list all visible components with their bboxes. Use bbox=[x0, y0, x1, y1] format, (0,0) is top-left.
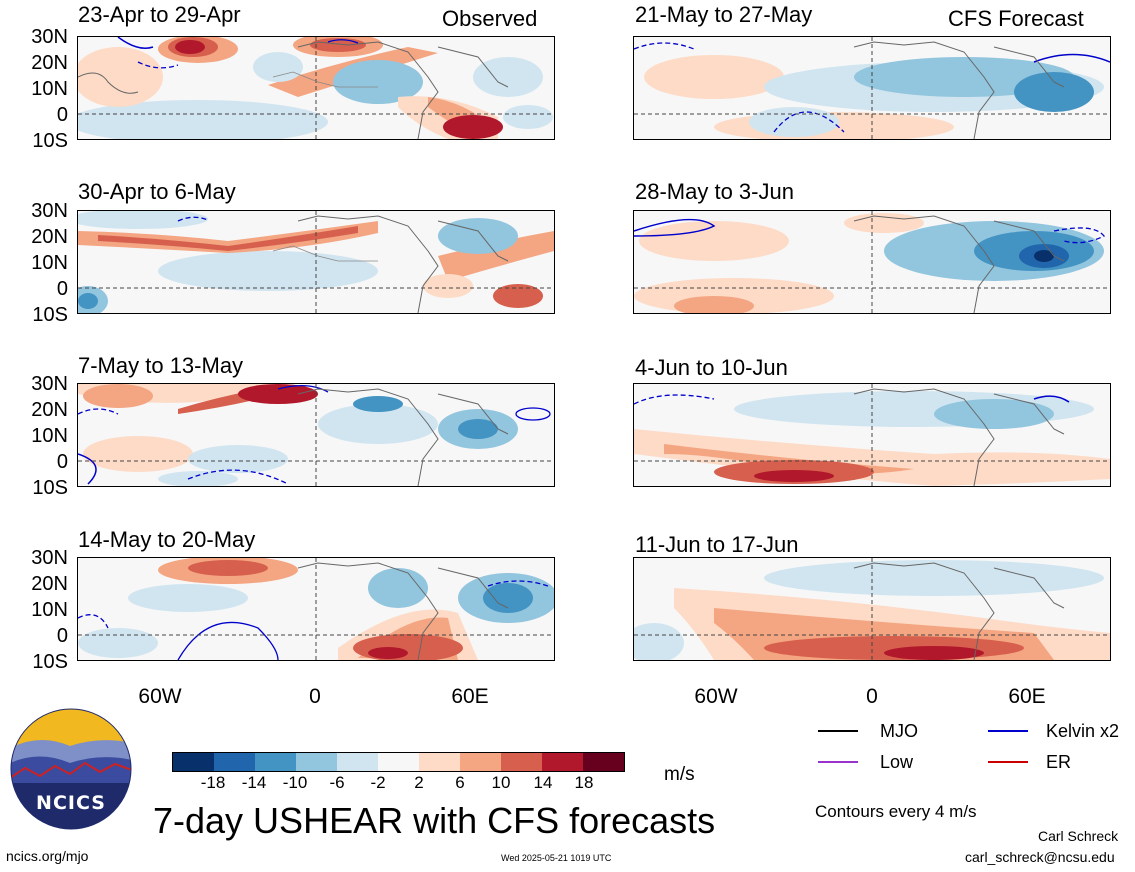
lat-label-10n: 10N bbox=[31, 425, 68, 447]
map-panel-observed-1 bbox=[77, 36, 555, 140]
lon-label-0: 0 bbox=[309, 685, 321, 708]
colorbar-label: -14 bbox=[241, 773, 267, 792]
colorbar-bin bbox=[214, 753, 255, 771]
lon-label-60w: 60W bbox=[694, 685, 738, 708]
lat-label-10s: 10S bbox=[32, 651, 68, 673]
shear-field-map bbox=[78, 384, 554, 486]
author-email: carl_schreck@ncsu.edu bbox=[965, 849, 1115, 865]
legend-label-kelvin: Kelvin x2 bbox=[1046, 721, 1120, 741]
legend-line-kelvin bbox=[988, 730, 1028, 732]
lat-label-eq: 0 bbox=[56, 278, 68, 300]
ncics-logo: NCICS bbox=[10, 708, 132, 830]
map-panel-forecast-2 bbox=[633, 210, 1111, 314]
panel-title-5: 21-May to 27-May bbox=[635, 2, 813, 27]
panel-title-3: 7-May to 13-May bbox=[78, 353, 244, 378]
colorbar-bin bbox=[501, 753, 542, 771]
colorbar-bin bbox=[378, 753, 419, 771]
colorbar-label: 14 bbox=[533, 773, 553, 792]
colorbar-label: -6 bbox=[329, 773, 345, 792]
colorbar-bin bbox=[542, 753, 583, 771]
shear-field-map bbox=[634, 37, 1110, 139]
lat-label-10s: 10S bbox=[32, 304, 68, 326]
colorbar bbox=[172, 752, 625, 772]
lat-label-10n: 10N bbox=[31, 252, 68, 274]
colorbar-bin bbox=[173, 753, 214, 771]
lon-label-60e: 60E bbox=[1008, 685, 1046, 708]
legend-line-er bbox=[988, 761, 1028, 763]
colorbar-label: 6 bbox=[455, 773, 465, 792]
lon-label-60e: 60E bbox=[451, 685, 489, 708]
colorbar-label: -10 bbox=[282, 773, 308, 792]
shear-field-map bbox=[78, 211, 554, 313]
observed-tag: Observed bbox=[442, 6, 538, 31]
contours-note: Contours every 4 m/s bbox=[815, 802, 977, 821]
colorbar-bin bbox=[296, 753, 337, 771]
lat-label-10s: 10S bbox=[32, 130, 68, 152]
colorbar-label: 10 bbox=[491, 773, 511, 792]
panel-title-6: 28-May to 3-Jun bbox=[635, 179, 794, 204]
panel-title-2: 30-Apr to 6-May bbox=[78, 179, 236, 204]
map-panel-forecast-1 bbox=[633, 36, 1111, 140]
lat-label-10s: 10S bbox=[32, 477, 68, 499]
shear-field-map bbox=[78, 37, 554, 139]
colorbar-label: 18 bbox=[574, 773, 594, 792]
legend-line-low bbox=[818, 761, 858, 763]
colorbar-label: -2 bbox=[370, 773, 386, 792]
lat-label-30n: 30N bbox=[31, 26, 68, 48]
colorbar-bin bbox=[337, 753, 378, 771]
author-name: Carl Schreck bbox=[1038, 828, 1119, 844]
colorbar-unit: m/s bbox=[664, 764, 695, 785]
shear-field-map bbox=[634, 211, 1110, 313]
colorbar-bin bbox=[583, 753, 624, 771]
panel-title-7: 4-Jun to 10-Jun bbox=[635, 355, 788, 380]
map-panel-forecast-3 bbox=[633, 383, 1111, 487]
lat-label-eq: 0 bbox=[56, 625, 68, 647]
lat-label-30n: 30N bbox=[31, 547, 68, 569]
legend-label-mjo: MJO bbox=[880, 721, 918, 741]
colorbar-label: 2 bbox=[414, 773, 424, 792]
panel-title-4: 14-May to 20-May bbox=[78, 527, 256, 552]
lat-label-eq: 0 bbox=[56, 104, 68, 126]
panel-title-1: 23-Apr to 29-Apr bbox=[78, 2, 241, 27]
lat-label-eq: 0 bbox=[56, 451, 68, 473]
map-panel-observed-3 bbox=[77, 383, 555, 487]
lat-label-20n: 20N bbox=[31, 573, 68, 595]
shear-field-map bbox=[634, 558, 1110, 660]
main-title: 7-day USHEAR with CFS forecasts bbox=[153, 800, 716, 841]
map-panel-observed-4 bbox=[77, 557, 555, 661]
url-link[interactable]: ncics.org/mjo bbox=[6, 848, 89, 864]
lat-label-10n: 10N bbox=[31, 78, 68, 100]
colorbar-bin bbox=[419, 753, 460, 771]
lon-label-0: 0 bbox=[866, 685, 878, 708]
timestamp: Wed 2025-05-21 1019 UTC bbox=[501, 853, 612, 863]
colorbar-bin bbox=[460, 753, 501, 771]
lat-label-20n: 20N bbox=[31, 226, 68, 248]
legend-label-er: ER bbox=[1046, 752, 1072, 772]
lat-label-30n: 30N bbox=[31, 200, 68, 222]
panel-title-8: 11-Jun to 17-Jun bbox=[635, 532, 799, 557]
lat-label-20n: 20N bbox=[31, 399, 68, 421]
shear-field-map bbox=[78, 558, 554, 660]
lat-label-10n: 10N bbox=[31, 599, 68, 621]
map-panel-observed-2 bbox=[77, 210, 555, 314]
lat-label-20n: 20N bbox=[31, 52, 68, 74]
legend-label-low: Low bbox=[880, 752, 914, 772]
map-panel-forecast-4 bbox=[633, 557, 1111, 661]
legend-line-mjo bbox=[818, 730, 858, 732]
colorbar-label: -18 bbox=[200, 773, 226, 792]
shear-field-map bbox=[634, 384, 1110, 486]
forecast-tag: CFS Forecast bbox=[948, 6, 1084, 31]
lon-label-60w: 60W bbox=[138, 685, 182, 708]
lat-label-30n: 30N bbox=[31, 373, 68, 395]
colorbar-bin bbox=[255, 753, 296, 771]
logo-text: NCICS bbox=[36, 792, 106, 814]
